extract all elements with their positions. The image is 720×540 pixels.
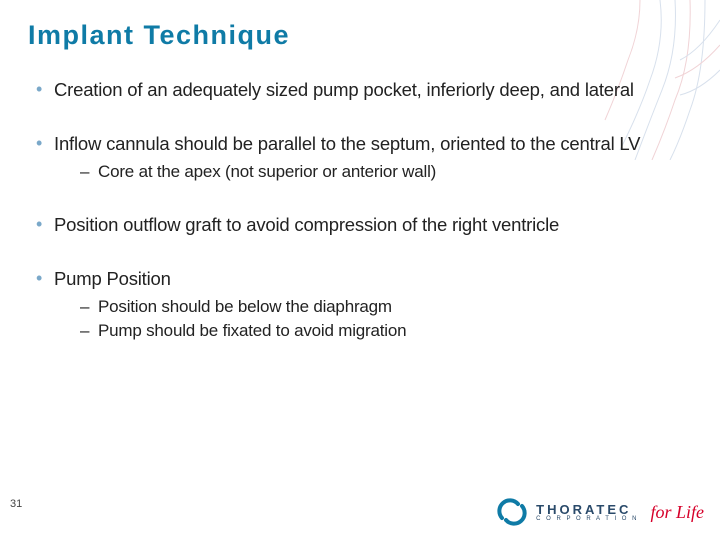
brand-sub: C O R P O R A T I O N — [536, 516, 638, 522]
slide-title: Implant Technique — [28, 20, 692, 51]
bullet-item: Inflow cannula should be parallel to the… — [34, 133, 692, 182]
page-number: 31 — [10, 498, 22, 510]
bullet-text: Inflow cannula should be parallel to the… — [54, 133, 640, 154]
bullet-text: Position outflow graft to avoid compress… — [54, 214, 559, 235]
sub-list: Core at the apex (not superior or anteri… — [54, 161, 692, 182]
bullet-text: Creation of an adequately sized pump poc… — [54, 79, 634, 100]
sub-list: Position should be below the diaphragm P… — [54, 296, 692, 342]
footer: THORATEC C O R P O R A T I O N for Life — [496, 498, 704, 526]
brand-name: THORATEC — [536, 503, 638, 516]
sub-item: Position should be below the diaphragm — [76, 296, 692, 317]
bullet-list: Creation of an adequately sized pump poc… — [28, 79, 692, 341]
sub-item: Pump should be fixated to avoid migratio… — [76, 320, 692, 341]
tagline: for Life — [650, 503, 704, 521]
bullet-item: Position outflow graft to avoid compress… — [34, 214, 692, 236]
bullet-text: Pump Position — [54, 268, 171, 289]
bullet-item: Pump Position Position should be below t… — [34, 268, 692, 341]
slide: Implant Technique Creation of an adequat… — [0, 0, 720, 540]
sub-item: Core at the apex (not superior or anteri… — [76, 161, 692, 182]
bullet-item: Creation of an adequately sized pump poc… — [34, 79, 692, 101]
brand-block: THORATEC C O R P O R A T I O N — [536, 503, 638, 522]
logo-icon — [496, 498, 528, 526]
